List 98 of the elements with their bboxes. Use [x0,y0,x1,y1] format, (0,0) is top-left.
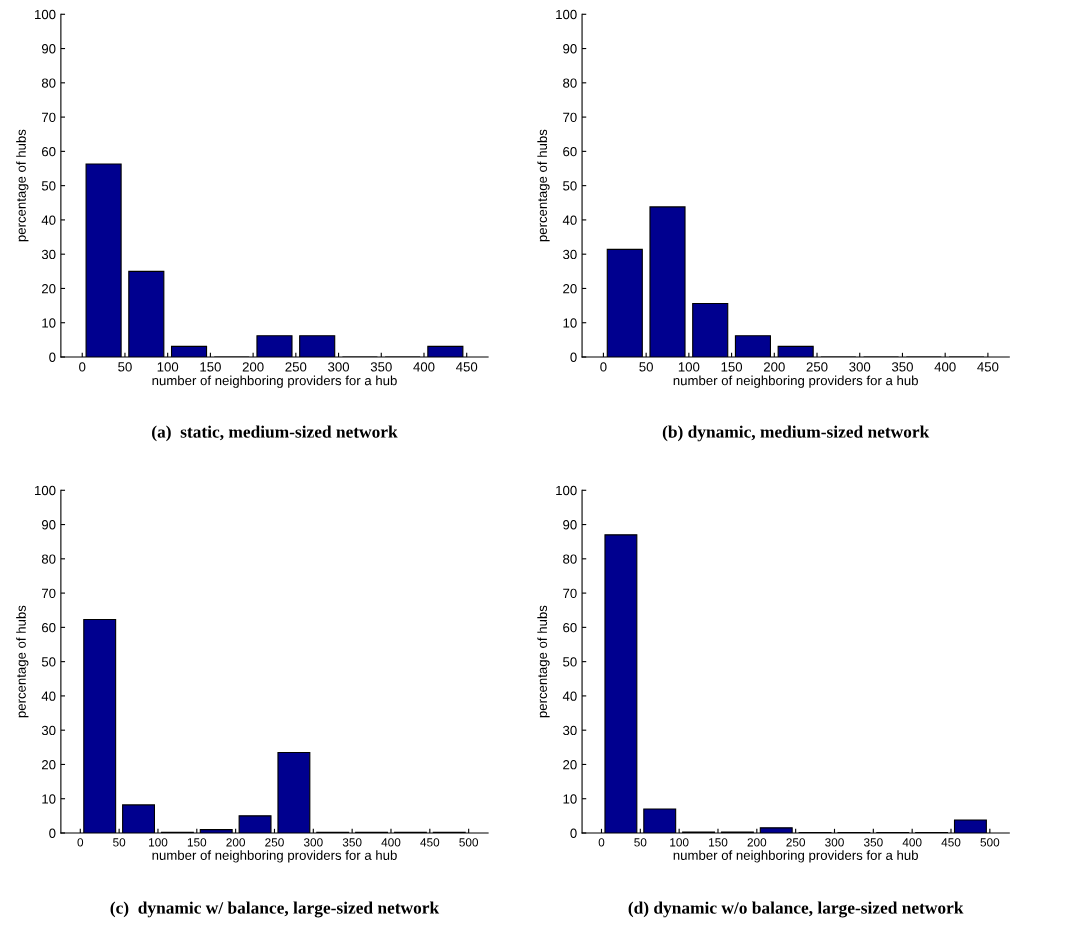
x-tick-label: 200 [763,362,785,372]
x-tick-label: 400 [934,362,956,372]
x-tick-label: 400 [381,838,401,847]
x-tick-label: 350 [342,838,362,847]
y-tick-label: 0 [49,352,56,362]
x-tick-label: 400 [902,838,922,847]
x-tick-label: 50 [118,362,132,372]
y-axis-title: percentage of hubs [537,605,550,718]
x-tick-label: 350 [891,362,913,372]
y-tick-label: 20 [563,284,577,294]
x-tick-label: 100 [670,838,689,847]
x-tick-label: 500 [459,838,479,847]
y-tick-label: 60 [563,146,577,157]
x-tick-label: 250 [285,362,307,372]
text: (a) static, medium-sized network [152,425,398,442]
x-tick-label: 50 [634,838,647,847]
y-tick-label: 10 [42,318,56,328]
x-tick-label: 100 [678,362,700,372]
x-tick-label: 0 [600,362,607,372]
y-tick-label: 90 [563,520,577,530]
y-tick-label: 20 [563,760,577,770]
y-tick-label: 80 [41,554,56,564]
y-tick-label: 60 [563,622,577,633]
y-tick-label: 70 [42,588,56,599]
y-tick-label: 100 [35,485,56,496]
x-tick-label: 500 [980,838,1000,847]
y-tick-label: 10 [42,794,56,804]
x-tick-label: 0 [79,362,86,372]
x-axis-title: number of neighboring providers for a hub [673,850,918,863]
y-tick-label: 60 [42,146,56,157]
x-tick-label: 450 [941,838,961,847]
y-axis-title: percentage of hubs [16,129,29,242]
y-tick-label: 100 [35,9,56,20]
x-tick-label: 300 [328,362,350,372]
x-axis-title: number of neighboring providers for a hub [152,375,397,388]
y-tick-label: 100 [556,485,577,496]
x-tick-label: 300 [825,838,844,847]
y-tick-label: 80 [563,554,577,564]
x-tick-label: 450 [456,362,478,372]
y-tick-label: 90 [563,44,577,54]
text: (c) dynamic w/ balance, large-sized network [110,901,440,918]
y-axis-title: percentage of hubs [537,129,550,242]
y-tick-label: 40 [41,215,56,225]
y-tick-label: 90 [41,44,56,54]
x-tick-label: 300 [849,362,871,372]
y-tick-label: 0 [49,828,56,838]
y-tick-label: 60 [42,622,56,633]
y-axis-title: percentage of hubs [16,605,29,718]
y-tick-label: 0 [570,828,577,838]
x-tick-label: 150 [721,362,743,372]
x-tick-label: 200 [747,838,767,847]
x-tick-label: 0 [598,838,605,847]
y-tick-label: 70 [42,112,56,123]
y-tick-label: 50 [563,657,577,667]
y-tick-label: 80 [563,78,577,88]
x-tick-label: 150 [200,362,221,372]
x-tick-label: 250 [265,838,284,847]
x-tick-label: 0 [77,838,84,847]
y-tick-label: 50 [41,181,56,191]
x-tick-label: 400 [413,362,435,372]
y-tick-label: 100 [556,9,577,20]
y-tick-label: 90 [41,520,56,530]
x-tick-label: 250 [786,838,806,847]
y-tick-label: 40 [41,691,56,701]
x-tick-label: 450 [420,838,440,847]
x-tick-label: 350 [370,362,392,372]
y-tick-label: 30 [41,249,56,260]
x-tick-label: 100 [149,838,168,847]
y-tick-label: 40 [562,215,577,225]
y-tick-label: 20 [42,760,56,770]
x-tick-label: 150 [709,838,728,847]
x-axis-title: number of neighboring providers for a hub [152,850,397,863]
y-tick-label: 10 [563,794,577,804]
x-tick-label: 350 [863,838,883,847]
y-tick-label: 50 [41,657,56,667]
y-tick-label: 80 [41,78,56,88]
x-tick-label: 50 [639,362,653,372]
y-tick-label: 0 [570,352,577,362]
x-axis-title: number of neighboring providers for a hub [673,375,918,388]
y-tick-label: 70 [563,112,577,123]
x-tick-label: 150 [187,838,207,847]
y-tick-label: 30 [41,725,56,736]
text: (b) dynamic, medium-sized network [662,425,930,442]
y-tick-label: 20 [42,284,56,294]
x-tick-label: 300 [303,838,323,847]
text: (d) dynamic w/o balance, large-sized network [628,901,964,918]
x-tick-label: 250 [806,362,828,372]
y-tick-label: 70 [563,588,577,599]
y-tick-label: 10 [563,318,577,328]
x-tick-label: 100 [157,362,179,372]
x-tick-label: 450 [977,362,999,372]
x-tick-label: 200 [226,838,246,847]
y-tick-label: 50 [563,181,577,191]
y-tick-label: 40 [562,691,577,701]
y-tick-label: 30 [563,725,577,736]
x-tick-label: 200 [242,362,264,372]
x-tick-label: 50 [113,838,126,847]
y-tick-label: 30 [563,249,577,260]
